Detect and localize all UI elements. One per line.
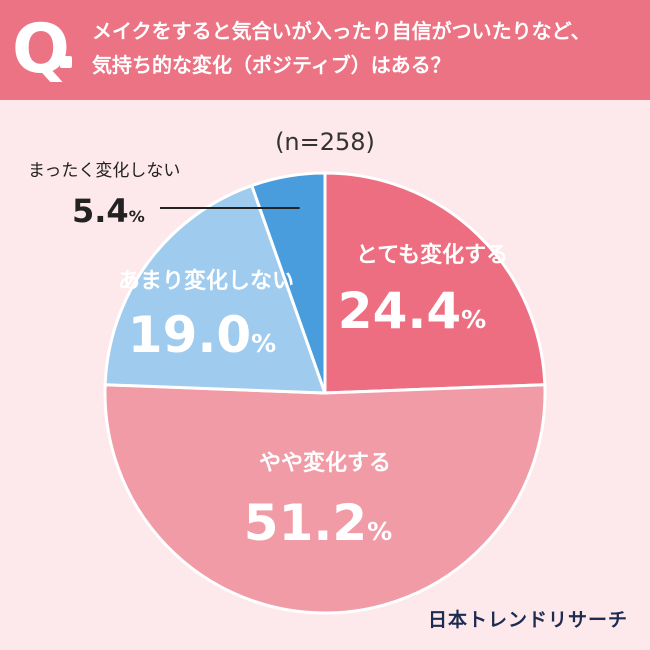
question-line-1: メイクをすると気合いが入ったり自信がついたりなど、 — [92, 19, 591, 43]
brand-logo: 日本トレンドリサーチ — [427, 609, 628, 631]
slice-very-changed-label: とても変化する — [356, 242, 508, 268]
pie-labels: とても変化する 24.4% やや変化する 51.2% あまり変化しない 19.0% まったく… — [28, 161, 508, 552]
sample-size-label: (n=258) — [275, 128, 375, 156]
slice-somewhat-changed — [103, 383, 547, 615]
question-text: メイクをすると気合いが入ったり自信がついたりなど、 気持ち的な変化（ポジティブ）… — [92, 14, 637, 82]
slice-somewhat-changed-label: やや変化する — [259, 450, 391, 476]
slice-somewhat-changed-value: 51.2% — [244, 494, 392, 552]
slice-no-change — [249, 171, 327, 394]
question-line-2: 気持ち的な変化（ポジティブ）はある？ — [92, 53, 451, 77]
question-mark-icon: Q — [12, 10, 70, 89]
pie-slices — [103, 171, 547, 615]
slice-no-change-value: 5.4% — [72, 192, 145, 230]
slice-very-changed-value: 24.4% — [338, 282, 486, 340]
question-header: Q メイクをすると気合いが入ったり自信がついたりなど、 気持ち的な変化（ポジティ… — [0, 0, 650, 100]
slice-not-much-changed-label: あまり変化しない — [118, 268, 294, 294]
slice-not-much-changed-value: 19.0% — [128, 306, 276, 364]
slice-very-changed — [323, 171, 547, 395]
slice-no-change-label: まったく変化しない — [28, 161, 180, 181]
question-dot — [60, 56, 72, 68]
